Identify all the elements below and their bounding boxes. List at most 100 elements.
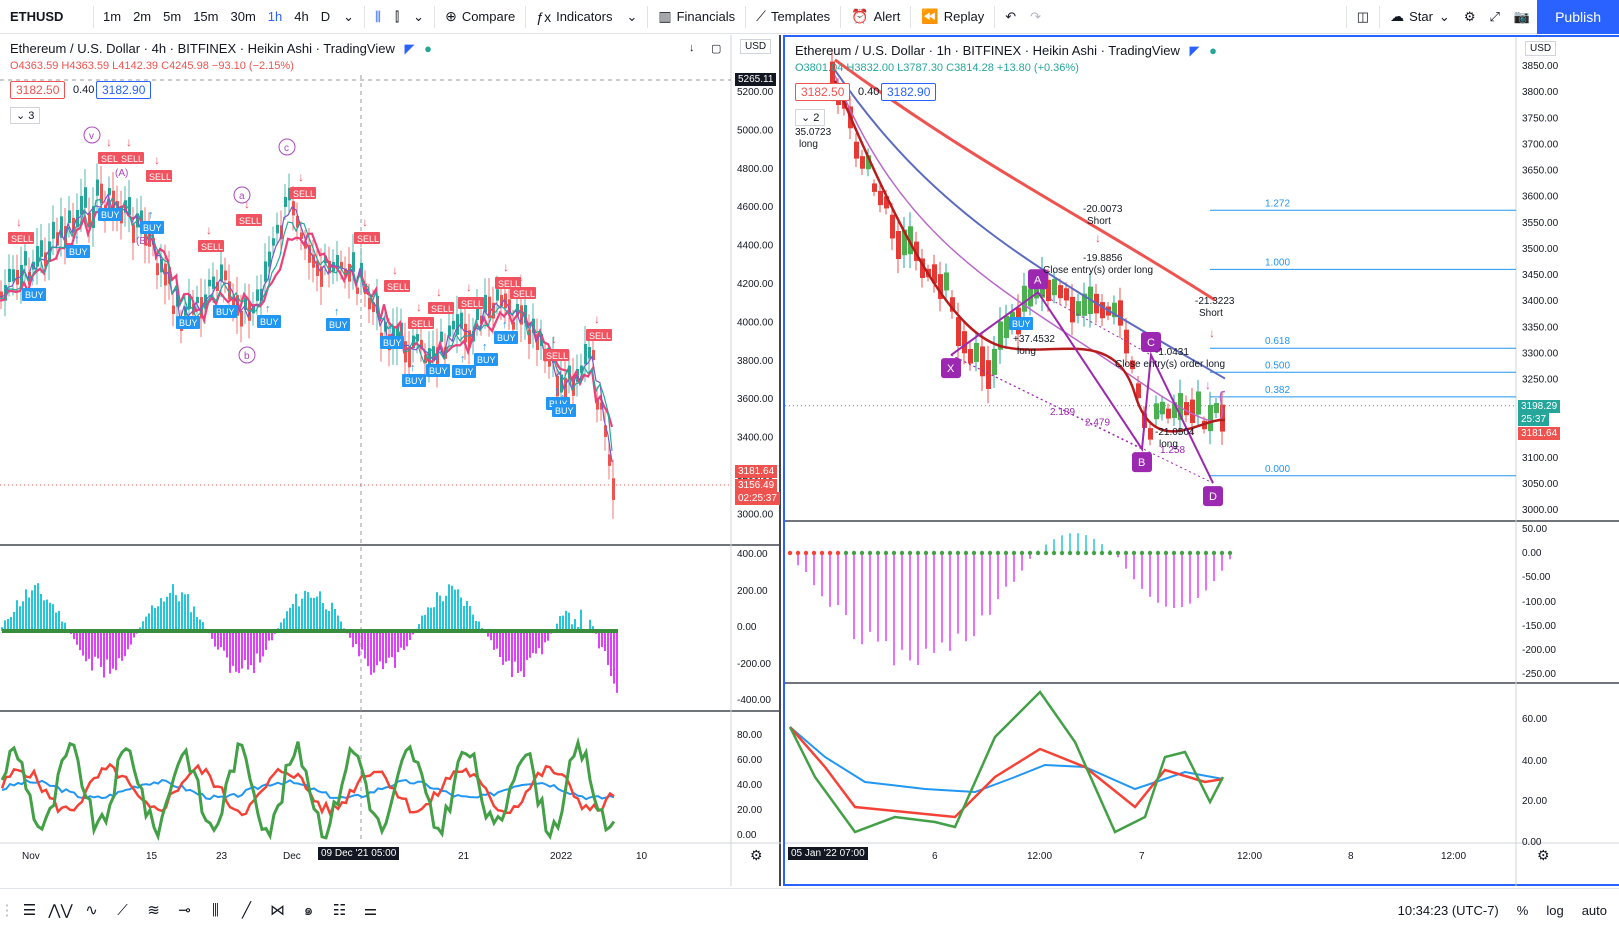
maximize-pane-icon[interactable]: ▢ bbox=[711, 42, 722, 55]
candle-body bbox=[524, 305, 527, 323]
buy-tag-label: BUY bbox=[455, 367, 474, 377]
buy-tag bbox=[426, 364, 450, 377]
pattern-point-box bbox=[1028, 269, 1048, 290]
templates-button[interactable]: ⟋ Templates bbox=[756, 8, 831, 24]
percent-toggle[interactable]: % bbox=[1516, 903, 1529, 918]
ohlc-low: L3787.30 bbox=[897, 62, 944, 74]
horizontal-ray-icon[interactable]: ⊸ bbox=[178, 902, 191, 919]
candle-body bbox=[890, 214, 895, 239]
right-chart-pane[interactable]: 3850.00 3800.00 3750.00 3700.00 3650.00 3600.… bbox=[783, 35, 1619, 886]
camera-icon[interactable]: 📷 bbox=[1513, 8, 1531, 24]
compare-button[interactable]: ⊕ Compare bbox=[445, 8, 516, 24]
ray-icon[interactable]: ╱ bbox=[241, 902, 252, 919]
candle-body bbox=[584, 343, 587, 365]
menu-lines-icon[interactable]: ☰ bbox=[22, 902, 37, 919]
log-toggle[interactable]: log bbox=[1546, 903, 1564, 918]
ohlc-high: H3832.00 bbox=[846, 62, 895, 74]
financials-button[interactable]: ▥ Financials bbox=[658, 8, 736, 24]
sell-button[interactable]: 3182.50 bbox=[10, 81, 66, 99]
sell-tag-label: SELL bbox=[239, 216, 261, 226]
clock-timezone[interactable]: 10:34:23 (UTC-7) bbox=[1397, 903, 1499, 918]
elliott-wave-icon[interactable]: ∿ bbox=[85, 902, 98, 919]
time-axis-settings-gear-icon[interactable]: ⚙ bbox=[1537, 847, 1550, 863]
ohlc-open: O4363.59 bbox=[10, 60, 59, 72]
chart-type-chevron-icon[interactable]: ⌄ bbox=[413, 8, 425, 24]
undo-icon[interactable]: ↶ bbox=[1005, 8, 1017, 24]
settings-gear-icon[interactable]: ⚙ bbox=[1463, 8, 1476, 24]
auto-toggle[interactable]: auto bbox=[1581, 903, 1607, 918]
redo-icon[interactable]: ↷ bbox=[1030, 8, 1042, 24]
wave-label-circle bbox=[83, 126, 101, 144]
left-chart-canvas[interactable]: 5200.00 5000.00 4800.00 4600.00 4400.00 4200.… bbox=[0, 35, 781, 886]
buy-arrow-icon: ↑ bbox=[1157, 406, 1163, 420]
interval-15m[interactable]: 15m bbox=[193, 9, 219, 24]
buy-button[interactable]: 3182.90 bbox=[881, 83, 937, 101]
indicators-chevron-icon[interactable]: ⌄ bbox=[626, 8, 638, 24]
time-axis-settings-gear-icon[interactable]: ⚙ bbox=[750, 847, 763, 863]
bar-style-icon[interactable]: ⫼ bbox=[375, 8, 381, 24]
layout-icon[interactable]: ◫ bbox=[1356, 8, 1370, 24]
signal-dot bbox=[931, 550, 937, 556]
price-tick-label: 3600.00 bbox=[1522, 192, 1559, 203]
candle-body bbox=[16, 269, 19, 285]
replay-button[interactable]: ⏪ Replay bbox=[921, 8, 985, 24]
interval-5m[interactable]: 5m bbox=[163, 9, 182, 24]
candles-icon[interactable]: ⫿ bbox=[395, 8, 400, 24]
indicators-collapse-toggle[interactable]: ⌄ 2 bbox=[795, 109, 826, 126]
currency-selector[interactable]: USD bbox=[1525, 41, 1557, 56]
osc1-tick-label: -100.00 bbox=[1522, 597, 1556, 608]
signal-dot bbox=[979, 550, 985, 556]
sell-arrow-icon: ↓ bbox=[16, 215, 22, 229]
interval-D[interactable]: D bbox=[320, 9, 331, 24]
last-price-2-label: 3156.49 bbox=[735, 479, 778, 492]
candle-body bbox=[600, 402, 603, 410]
publish-button[interactable]: Publish bbox=[1537, 0, 1619, 34]
sell-arrow-icon: ↓ bbox=[206, 223, 212, 237]
buy-tag bbox=[452, 365, 476, 378]
interval-30m[interactable]: 30m bbox=[230, 9, 256, 24]
sell-tag-label: SELL bbox=[11, 234, 33, 244]
candle-body bbox=[88, 212, 91, 228]
harmonic-ac-dotted bbox=[1037, 291, 1152, 356]
vertical-lines-icon[interactable]: ⫼ bbox=[212, 901, 219, 919]
candle-body bbox=[460, 312, 463, 329]
price-tick-label: 5000.00 bbox=[737, 125, 774, 136]
fullscreen-icon[interactable]: ⤢ bbox=[1489, 8, 1500, 24]
last-price-label: 3181.64 bbox=[735, 465, 778, 478]
buy-tag-label: BUY bbox=[69, 247, 88, 257]
alert-button[interactable]: ⏰ Alert bbox=[851, 8, 901, 24]
countdown-label: 02:25:37 bbox=[735, 492, 780, 505]
interval-4h[interactable]: 4h bbox=[294, 9, 309, 24]
scroll-down-icon[interactable]: ↓ bbox=[689, 42, 695, 54]
pattern-xabcd-icon[interactable]: ⋀⋁ bbox=[48, 902, 73, 919]
buy-button[interactable]: 3182.90 bbox=[96, 81, 152, 99]
candle-body bbox=[276, 224, 279, 234]
interval-1h[interactable]: 1h bbox=[267, 9, 283, 24]
sliders-icon[interactable]: ☷ bbox=[332, 902, 347, 919]
symbol-search[interactable]: ETHUSD bbox=[10, 9, 64, 24]
interval-1m[interactable]: 1m bbox=[103, 9, 122, 24]
currency-selector[interactable]: USD bbox=[740, 39, 772, 54]
drag-handle-icon[interactable]: ⋮ bbox=[0, 902, 15, 919]
right-chart-canvas[interactable]: 3850.00 3800.00 3750.00 3700.00 3650.00 3600.… bbox=[785, 37, 1619, 886]
buy-arrow-icon: ↑ bbox=[502, 319, 508, 331]
fib-retracement-icon[interactable]: ≋ bbox=[147, 902, 160, 919]
interval-2m[interactable]: 2m bbox=[133, 9, 152, 24]
sell-arrow-icon: ↓ bbox=[518, 270, 524, 284]
indicators-collapse-toggle[interactable]: ⌄ 3 bbox=[10, 107, 41, 124]
indicators-button[interactable]: ƒx Indicators bbox=[536, 8, 613, 25]
sliders-alt-icon[interactable]: ⚌ bbox=[363, 902, 378, 919]
spread-value: 0.40 bbox=[73, 84, 95, 96]
buy-tag-label: BUY bbox=[405, 376, 424, 386]
harmonic-pattern-icon[interactable]: ⋈ bbox=[270, 902, 285, 919]
candle-body bbox=[1052, 279, 1057, 296]
spiral-icon[interactable]: ๑ bbox=[303, 902, 314, 919]
trend-line-icon[interactable]: ⟋ bbox=[117, 901, 128, 919]
sell-button[interactable]: 3182.50 bbox=[795, 83, 851, 101]
candle-body bbox=[356, 287, 359, 294]
candle-body bbox=[240, 310, 243, 327]
interval-dropdown-chevron-icon[interactable]: ⌄ bbox=[343, 8, 355, 24]
star-dropdown[interactable]: ☁ Star ⌄ bbox=[1390, 8, 1450, 24]
sell-arrow-icon: ↓ bbox=[298, 170, 304, 184]
left-chart-pane[interactable]: 5200.00 5000.00 4800.00 4600.00 4400.00 4200.… bbox=[0, 35, 781, 886]
